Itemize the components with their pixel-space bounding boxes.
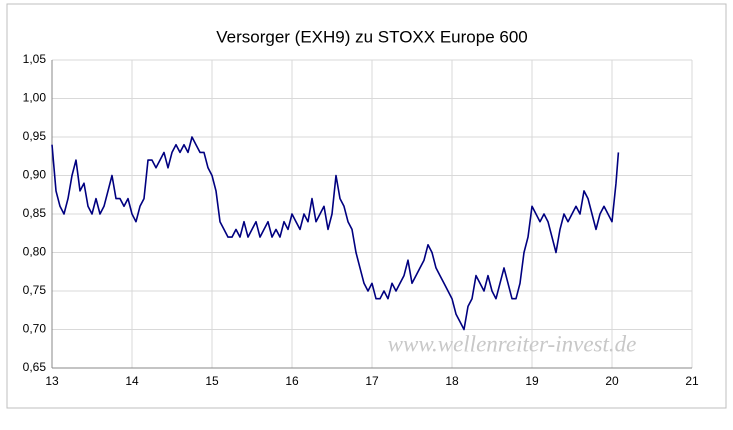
x-tick-label: 17 [365, 374, 379, 388]
y-tick-label: 0,95 [23, 129, 47, 143]
x-tick-label: 20 [605, 374, 619, 388]
y-tick-label: 0,90 [23, 168, 47, 182]
y-tick-label: 0,70 [23, 322, 47, 336]
chart-border [6, 3, 727, 409]
y-tick-label: 0,75 [23, 283, 47, 297]
watermark: www.wellenreiter-invest.de [388, 331, 637, 356]
y-tick-label: 1,05 [23, 52, 47, 66]
data-line [51, 136, 620, 331]
y-tick-label: 0,85 [23, 206, 47, 220]
y-tick-label: 1,00 [23, 91, 47, 105]
x-tick-label: 18 [445, 374, 459, 388]
x-tick-label: 21 [685, 374, 699, 388]
x-tick-label: 15 [205, 374, 219, 388]
chart-title: Versorger (EXH9) zu STOXX Europe 600 [216, 27, 528, 46]
x-tick-label: 14 [125, 374, 139, 388]
x-tick-label: 16 [285, 374, 299, 388]
y-tick-label: 0,80 [23, 245, 47, 259]
x-tick-label: 13 [45, 374, 59, 388]
y-tick-label: 0,65 [23, 360, 47, 374]
x-tick-label: 19 [525, 374, 539, 388]
